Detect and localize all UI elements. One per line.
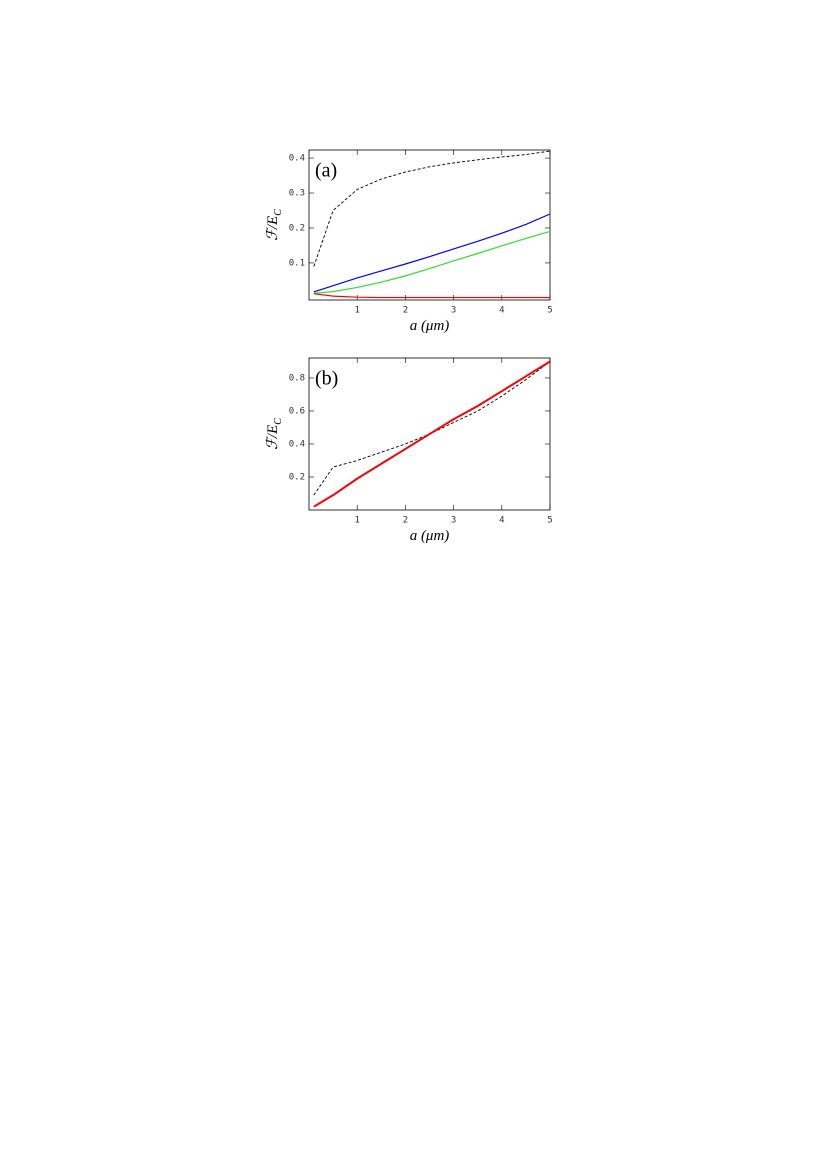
y-axis-label: ℱ/EC [265,418,284,450]
y-axis-label: ℱ/EC [265,209,284,241]
y-tick-label: 0.6 [289,406,305,416]
x-tick-label: 2 [403,516,408,526]
y-tick-label: 0.8 [289,373,305,383]
y-axis-label-main: ℱ/E [265,216,281,241]
series-line [313,150,551,267]
plot-frame [308,357,551,511]
series-line [313,230,551,294]
y-tick-label: 0.3 [289,189,305,199]
y-tick-label: 0.1 [289,258,305,268]
panel-label: (a) [315,160,337,182]
y-axis-label-sub: C [273,209,284,216]
x-tick-label: 5 [547,516,552,526]
series-line [313,360,551,508]
x-tick-label: 3 [451,306,456,316]
x-tick-label: 5 [547,306,552,316]
y-tick-label: 0.4 [289,154,305,164]
x-tick-label: 1 [354,516,359,526]
x-tick-label: 1 [354,306,359,316]
series-line [313,293,550,299]
panel-label: (b) [315,368,338,390]
plot-frame [308,149,551,301]
series-line [313,213,551,293]
y-tick-label: 0.4 [289,439,305,449]
x-tick-label: 2 [403,306,408,316]
x-axis-label: a (μm) [410,318,450,334]
x-axis-label: a (μm) [410,528,450,544]
x-tick-label: 4 [499,306,504,316]
y-axis-label-main: ℱ/E [265,425,281,450]
y-tick-label: 0.2 [289,223,305,233]
y-tick-label: 0.2 [289,472,305,482]
x-tick-label: 4 [499,516,504,526]
series-line [313,361,551,496]
x-tick-label: 3 [451,516,456,526]
y-axis-label-sub: C [273,418,284,425]
